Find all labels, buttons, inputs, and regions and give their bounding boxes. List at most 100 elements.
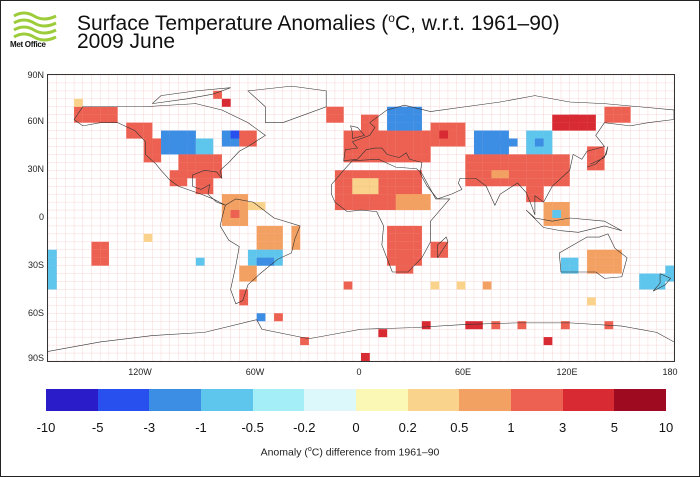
- anomaly-cell: [343, 154, 353, 163]
- anomaly-cell: [404, 265, 414, 274]
- anomaly-cell: [491, 162, 501, 171]
- anomaly-cell: [239, 217, 249, 226]
- coast-indonesia: [525, 209, 622, 233]
- anomaly-cell: [387, 170, 396, 179]
- anomaly-cell: [247, 273, 257, 282]
- x-tick-label: 120E: [556, 367, 578, 377]
- anomaly-cell: [334, 186, 344, 195]
- anomaly-cell: [404, 130, 414, 139]
- anomaly-cell: [395, 241, 405, 250]
- anomaly-cell: [491, 138, 501, 147]
- anomaly-cell: [343, 202, 353, 211]
- anomaly-cell: [421, 202, 431, 211]
- anomaly-cell: [491, 170, 501, 179]
- anomaly-cell: [387, 154, 396, 163]
- anomaly-cell: [230, 138, 240, 147]
- anomaly-cell: [387, 249, 396, 258]
- anomaly-cell: [108, 106, 118, 115]
- x-tick-label: 120W: [128, 367, 152, 377]
- page-title: Surface Temperature Anomalies (oC, w.r.t…: [77, 11, 560, 35]
- anomaly-cell: [343, 186, 353, 195]
- anomaly-cell: [491, 178, 501, 187]
- anomaly-cell: [187, 162, 196, 171]
- anomaly-cell: [48, 273, 57, 282]
- anomaly-cell: [395, 170, 405, 179]
- anomaly-cell: [526, 178, 535, 187]
- anomaly-cell: [482, 138, 492, 147]
- x-tick-label: 60E: [454, 367, 471, 377]
- anomaly-cell: [552, 154, 562, 163]
- anomaly-cell: [343, 178, 353, 187]
- anomaly-cell: [204, 178, 214, 187]
- anomaly-cell: [300, 337, 309, 346]
- anomaly-cell: [361, 202, 370, 211]
- anomaly-cell: [604, 114, 614, 123]
- anomaly-cells: [48, 90, 675, 361]
- anomaly-cell: [195, 257, 205, 266]
- anomaly-cell: [482, 162, 492, 171]
- coast-greenland: [247, 85, 327, 123]
- anomaly-cell: [500, 138, 509, 147]
- anomaly-cell: [543, 162, 553, 171]
- colorbar-tick-label: 1: [507, 420, 515, 435]
- anomaly-cell: [404, 225, 414, 234]
- anomaly-cell: [560, 257, 570, 266]
- y-tick-label: 0: [38, 212, 44, 222]
- anomaly-cell: [195, 178, 205, 187]
- anomaly-cell: [143, 122, 153, 131]
- anomaly-cell: [543, 170, 553, 179]
- anomaly-cell: [387, 202, 396, 211]
- anomaly-cell: [395, 186, 405, 195]
- anomaly-cell: [413, 202, 422, 211]
- coast-australia: [558, 233, 628, 279]
- anomaly-cell: [161, 130, 170, 139]
- coast-south-america: [219, 198, 301, 305]
- anomaly-cell: [387, 146, 396, 155]
- anomaly-cell: [560, 217, 570, 226]
- anomaly-cell: [152, 146, 162, 155]
- anomaly-cell: [247, 130, 257, 139]
- anomaly-cell: [195, 170, 205, 179]
- anomaly-cell: [221, 209, 231, 218]
- anomaly-cell: [474, 154, 483, 163]
- anomaly-cell: [430, 122, 440, 131]
- anomaly-cell: [560, 178, 570, 187]
- anomaly-cell: [508, 178, 518, 187]
- anomaly-cell: [430, 130, 440, 139]
- anomaly-cell: [291, 241, 301, 250]
- anomaly-cell: [352, 154, 362, 163]
- anomaly-cell: [91, 257, 101, 266]
- colorbar-tick-label: 0.5: [450, 420, 469, 435]
- anomaly-cell: [343, 146, 353, 155]
- anomaly-cell: [352, 194, 362, 203]
- anomaly-cell: [334, 178, 344, 187]
- anomaly-cell: [508, 162, 518, 171]
- anomaly-cell: [465, 162, 475, 171]
- anomaly-cell: [517, 178, 527, 187]
- anomaly-cell: [334, 170, 344, 179]
- anomaly-cell: [378, 194, 388, 203]
- anomaly-cell: [560, 209, 570, 218]
- anomaly-cell: [91, 114, 101, 123]
- anomaly-cell: [387, 194, 396, 203]
- anomaly-cell: [552, 202, 562, 211]
- anomaly-cell: [508, 154, 518, 163]
- anomaly-cell: [387, 106, 396, 115]
- anomaly-cell: [413, 257, 422, 266]
- anomaly-cell: [378, 202, 388, 211]
- anomaly-cell: [647, 273, 657, 282]
- anomaly-cell: [404, 106, 414, 115]
- anomaly-cell: [413, 249, 422, 258]
- anomaly-cell: [534, 146, 544, 155]
- anomaly-cell: [474, 130, 483, 139]
- anomaly-cell: [387, 186, 396, 195]
- anomaly-cell: [378, 130, 388, 139]
- anomaly-cell: [369, 146, 379, 155]
- anomaly-cell: [413, 138, 422, 147]
- anomaly-cell: [421, 194, 431, 203]
- anomaly-cell: [387, 138, 396, 147]
- anomaly-cell: [465, 170, 475, 179]
- anomaly-cell: [595, 154, 605, 163]
- anomaly-cell: [465, 154, 475, 163]
- anomaly-cell: [369, 170, 379, 179]
